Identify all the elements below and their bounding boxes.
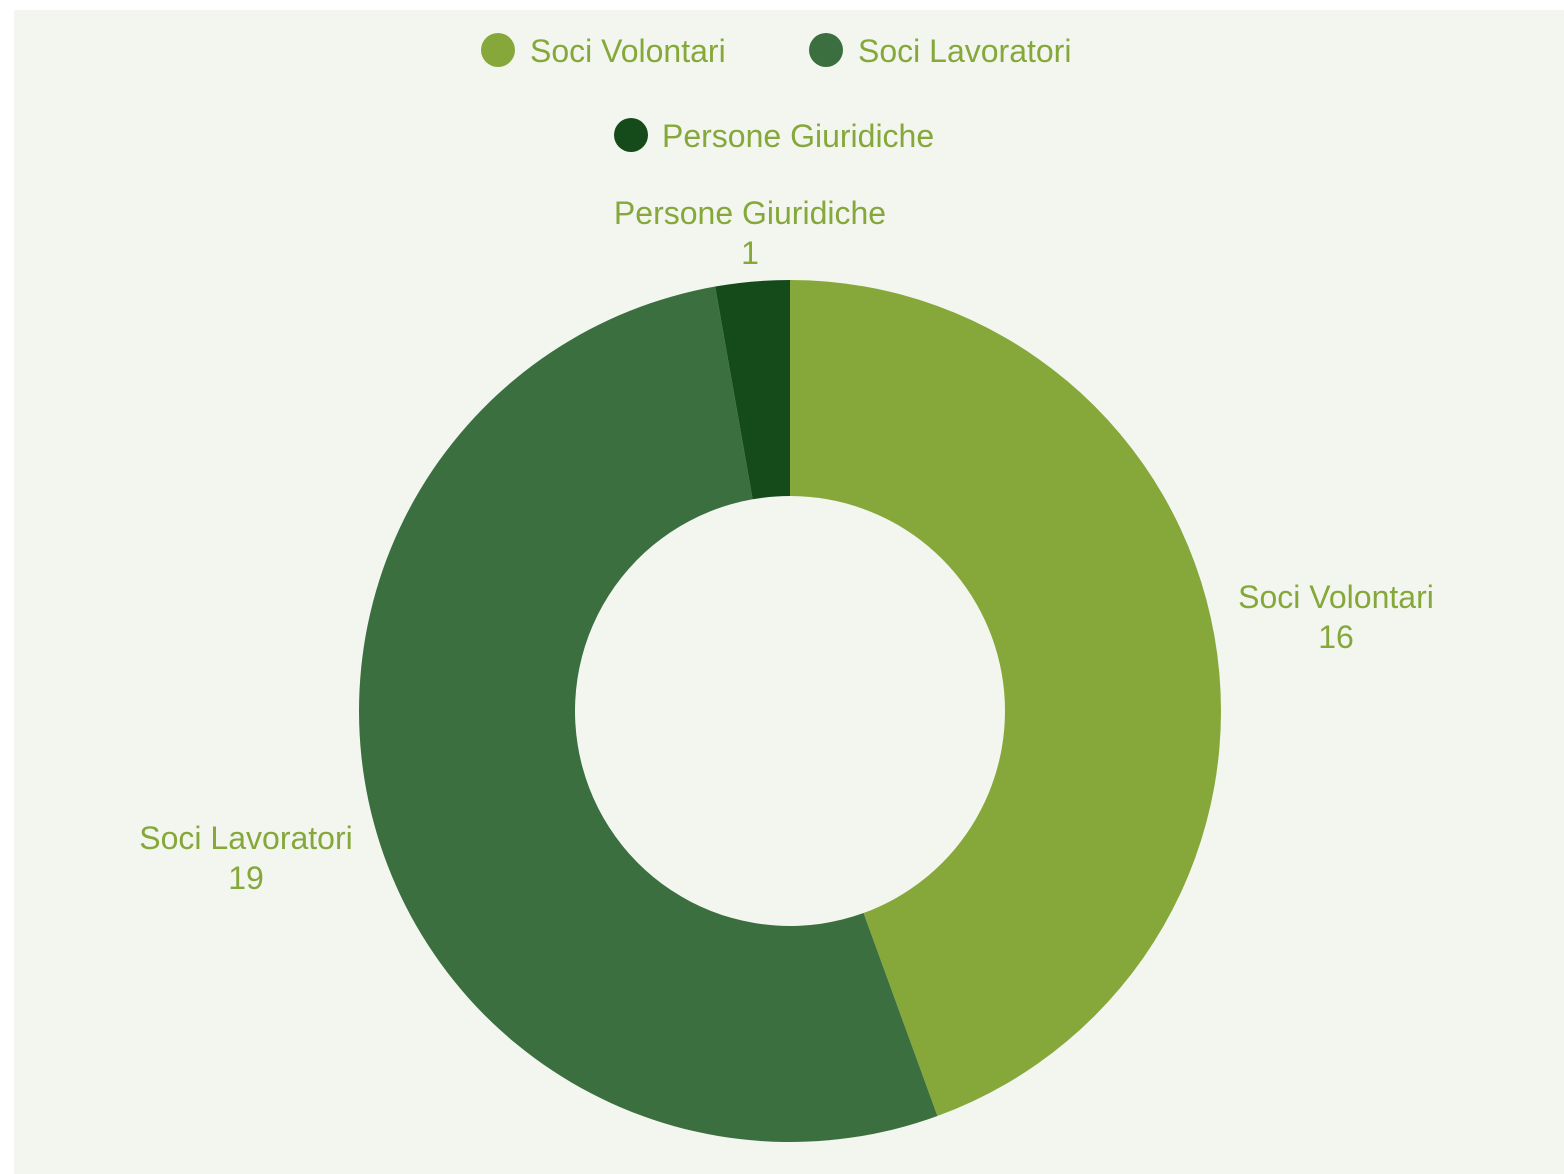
slice-label-value-persone-giuridiche: 1 xyxy=(741,235,759,271)
legend-label-persone-giuridiche: Persone Giuridiche xyxy=(662,118,934,154)
slice-labels: Soci Volontari 16 Soci Lavoratori 19 Per… xyxy=(139,195,1434,896)
slice-label-name-soci-volontari: Soci Volontari xyxy=(1238,579,1434,615)
legend: Soci Volontari Soci Lavoratori Persone G… xyxy=(481,33,1071,154)
slice-label-name-soci-lavoratori: Soci Lavoratori xyxy=(139,820,352,856)
legend-swatch-persone-giuridiche xyxy=(614,118,648,152)
slice-soci-lavoratori xyxy=(358,286,938,1142)
slice-persone-giuridiche xyxy=(715,280,790,500)
legend-swatch-soci-volontari xyxy=(481,33,515,67)
legend-label-soci-volontari: Soci Volontari xyxy=(530,33,726,69)
donut-slices xyxy=(358,280,1221,1142)
slice-label-name-persone-giuridiche: Persone Giuridiche xyxy=(614,195,886,231)
slice-soci-volontari xyxy=(790,280,1221,1117)
slice-label-value-soci-volontari: 16 xyxy=(1318,619,1354,655)
legend-swatch-soci-lavoratori xyxy=(809,33,843,67)
legend-label-soci-lavoratori: Soci Lavoratori xyxy=(858,33,1071,69)
slice-label-value-soci-lavoratori: 19 xyxy=(228,860,264,896)
